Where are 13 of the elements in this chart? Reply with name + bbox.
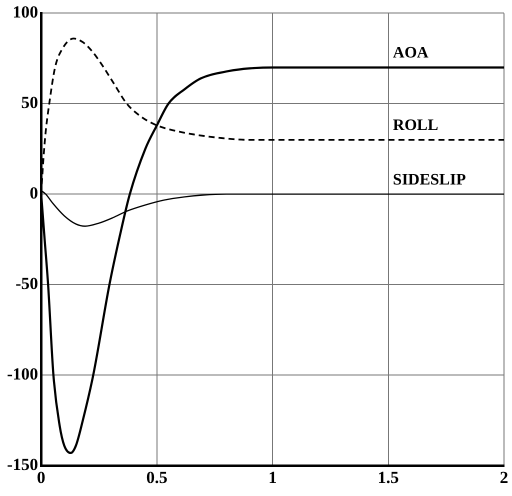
series-label: AOA: [392, 44, 429, 62]
series-label: ROLL: [392, 117, 438, 134]
x-tick-label: 1.5: [378, 468, 399, 488]
series-label: SIDESLIP: [392, 171, 466, 188]
x-tick-label: 2: [500, 468, 508, 488]
y-tick-label: -150: [6, 454, 38, 474]
x-tick-label: 0.5: [146, 468, 168, 488]
x-tick-label: 1: [268, 468, 277, 488]
y-tick-label: -50: [15, 274, 38, 294]
y-tick-label: 50: [21, 93, 38, 112]
y-tick-label: -100: [6, 364, 38, 384]
y-tick-label: 0: [30, 184, 38, 203]
y-tick-label: 100: [12, 2, 38, 22]
